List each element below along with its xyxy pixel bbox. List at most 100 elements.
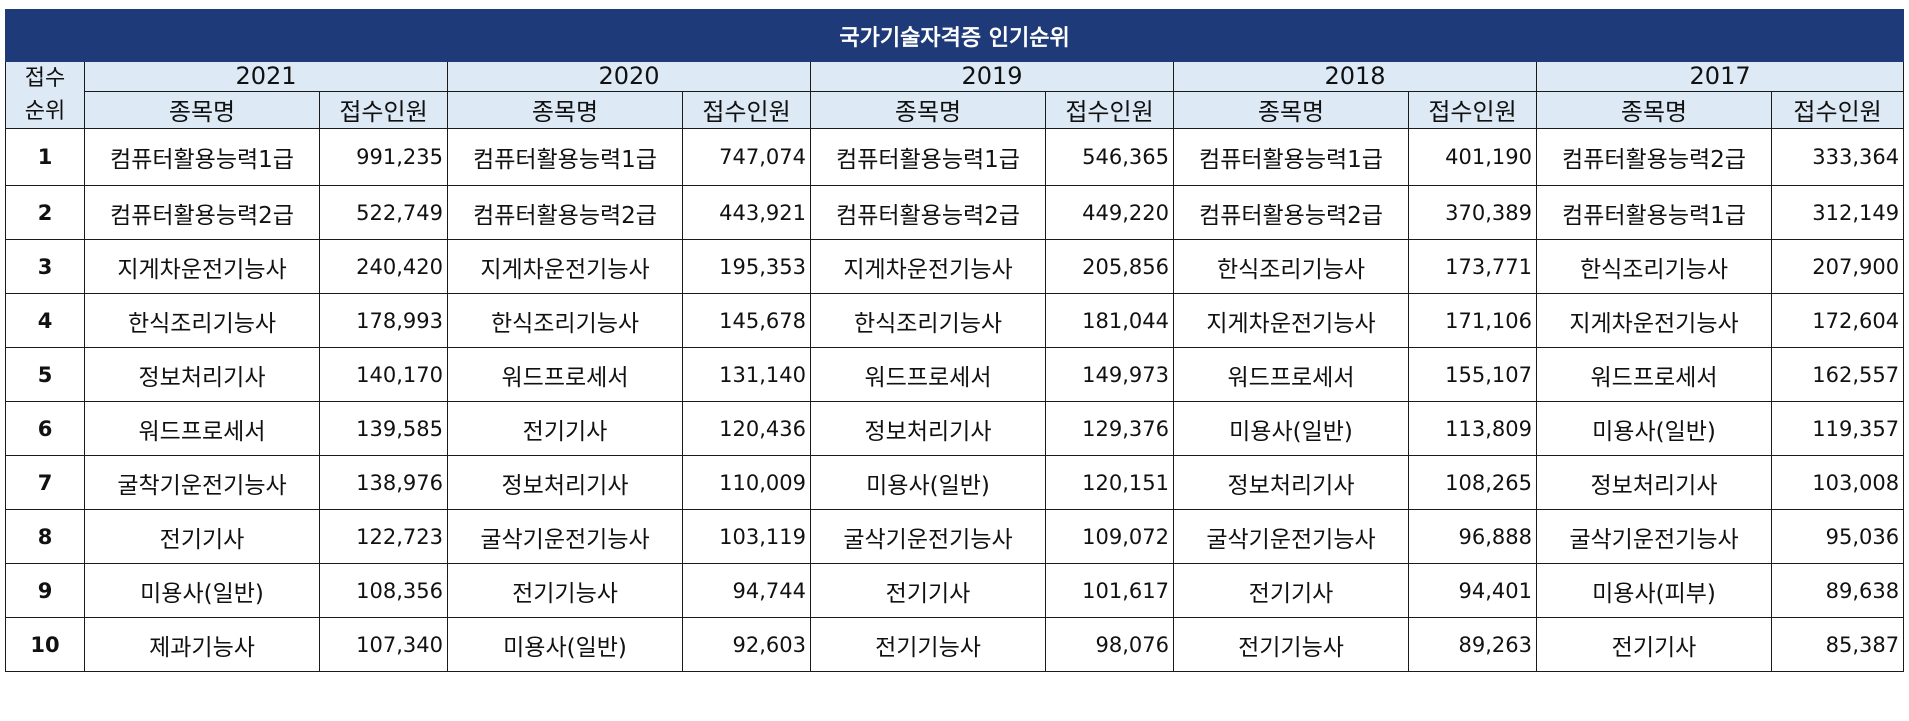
- certification-name-cell: 미용사(일반): [1536, 401, 1772, 456]
- applicant-count-cell: 94,401: [1408, 563, 1537, 618]
- name-column-header: 종목명: [447, 90, 683, 130]
- ranking-table-container: 국가기술자격증 인기순위 접수 순위 2021 2020 2019 2018 2017 …: [4, 9, 1905, 672]
- certification-name-cell: 컴퓨터활용능력1급: [84, 128, 320, 186]
- applicant-count-cell: 178,993: [319, 293, 448, 348]
- applicant-count-cell: 991,235: [319, 128, 448, 186]
- certification-name-cell: 컴퓨터활용능력2급: [84, 185, 320, 240]
- applicant-count-cell: 107,340: [319, 617, 448, 672]
- applicant-count-cell: 108,356: [319, 563, 448, 618]
- certification-ranking-table: 국가기술자격증 인기순위 접수 순위 2021 2020 2019 2018 2017 …: [4, 9, 1905, 672]
- certification-name-cell: 컴퓨터활용능력2급: [447, 185, 683, 240]
- applicant-count-cell: 140,170: [319, 347, 448, 402]
- year-header-2018: 2018: [1173, 61, 1537, 92]
- certification-name-cell: 전기기능사: [447, 563, 683, 618]
- certification-name-cell: 제과기능사: [84, 617, 320, 672]
- rank-cell: 10: [5, 617, 85, 672]
- certification-name-cell: 미용사(일반): [810, 455, 1046, 510]
- rank-cell: 4: [5, 293, 85, 348]
- applicant-count-cell: 122,723: [319, 509, 448, 564]
- certification-name-cell: 컴퓨터활용능력1급: [447, 128, 683, 186]
- applicant-count-cell: 312,149: [1770, 185, 1905, 240]
- applicant-count-cell: 139,585: [319, 401, 448, 456]
- certification-name-cell: 전기기사: [84, 509, 320, 564]
- applicant-count-cell: 195,353: [682, 239, 811, 294]
- applicant-count-cell: 333,364: [1770, 128, 1905, 186]
- applicant-count-cell: 94,744: [682, 563, 811, 618]
- table-title: 국가기술자격증 인기순위: [4, 9, 1905, 62]
- count-column-header: 접수인원: [1770, 90, 1905, 130]
- applicant-count-cell: 370,389: [1408, 185, 1537, 240]
- applicant-count-cell: 85,387: [1770, 617, 1905, 672]
- certification-name-cell: 한식조리기능사: [810, 293, 1046, 348]
- certification-name-cell: 컴퓨터활용능력1급: [810, 128, 1046, 186]
- applicant-count-cell: 546,365: [1045, 128, 1174, 186]
- certification-name-cell: 지게차운전기능사: [1173, 293, 1409, 348]
- certification-name-cell: 미용사(피부): [1536, 563, 1772, 618]
- year-header-2019: 2019: [810, 61, 1174, 92]
- certification-name-cell: 워드프로세서: [84, 401, 320, 456]
- count-column-header: 접수인원: [1408, 90, 1537, 130]
- certification-name-cell: 전기기능사: [810, 617, 1046, 672]
- year-header-2017: 2017: [1535, 61, 1905, 92]
- rank-cell: 1: [5, 128, 85, 186]
- rank-cell: 2: [5, 185, 85, 240]
- applicant-count-cell: 129,376: [1045, 401, 1174, 456]
- table-row: 2 컴퓨터활용능력2급 522,749 컴퓨터활용능력2급 443,921 컴퓨터활용능력…: [5, 185, 1905, 240]
- applicant-count-cell: 92,603: [682, 617, 811, 672]
- applicant-count-cell: 101,617: [1045, 563, 1174, 618]
- name-column-header: 종목명: [1173, 90, 1409, 130]
- certification-name-cell: 굴삭기운전기능사: [810, 509, 1046, 564]
- rank-cell: 5: [5, 347, 85, 402]
- certification-name-cell: 컴퓨터활용능력2급: [810, 185, 1046, 240]
- table-row: 8 전기기사 122,723 굴삭기운전기능사 103,119 굴삭기운전기능사 109,0…: [5, 509, 1905, 564]
- certification-name-cell: 굴삭기운전기능사: [1536, 509, 1772, 564]
- certification-name-cell: 컴퓨터활용능력1급: [1536, 185, 1772, 240]
- certification-name-cell: 정보처리기사: [447, 455, 683, 510]
- applicant-count-cell: 103,119: [682, 509, 811, 564]
- table-row: 9 미용사(일반) 108,356 전기기능사 94,744 전기기사 101,617 전기기…: [5, 563, 1905, 618]
- certification-name-cell: 한식조리기능사: [1536, 239, 1772, 294]
- certification-name-cell: 워드프로세서: [1173, 347, 1409, 402]
- count-column-header: 접수인원: [1045, 90, 1174, 130]
- applicant-count-cell: 449,220: [1045, 185, 1174, 240]
- certification-name-cell: 워드프로세서: [447, 347, 683, 402]
- table-row: 6 워드프로세서 139,585 전기기사 120,436 정보처리기사 129,376 미용…: [5, 401, 1905, 456]
- rank-cell: 9: [5, 563, 85, 618]
- applicant-count-cell: 149,973: [1045, 347, 1174, 402]
- certification-name-cell: 정보처리기사: [1536, 455, 1772, 510]
- table-row: 1 컴퓨터활용능력1급 991,235 컴퓨터활용능력1급 747,074 컴퓨터활용능력…: [5, 128, 1905, 186]
- certification-name-cell: 지게차운전기능사: [84, 239, 320, 294]
- certification-name-cell: 정보처리기사: [84, 347, 320, 402]
- applicant-count-cell: 240,420: [319, 239, 448, 294]
- certification-name-cell: 워드프로세서: [810, 347, 1046, 402]
- rank-cell: 3: [5, 239, 85, 294]
- certification-name-cell: 컴퓨터활용능력1급: [1173, 128, 1409, 186]
- certification-name-cell: 지게차운전기능사: [810, 239, 1046, 294]
- certification-name-cell: 워드프로세서: [1536, 347, 1772, 402]
- certification-name-cell: 컴퓨터활용능력2급: [1536, 128, 1772, 186]
- rank-header-line-2: 순위: [24, 99, 66, 124]
- table-row: 10 제과기능사 107,340 미용사(일반) 92,603 전기기능사 98,076 전기…: [5, 617, 1905, 672]
- certification-name-cell: 굴삭기운전기능사: [1173, 509, 1409, 564]
- applicant-count-cell: 173,771: [1408, 239, 1537, 294]
- name-column-header: 종목명: [1536, 90, 1772, 130]
- count-column-header: 접수인원: [682, 90, 811, 130]
- certification-name-cell: 전기기사: [1173, 563, 1409, 618]
- certification-name-cell: 굴착기운전기능사: [84, 455, 320, 510]
- applicant-count-cell: 207,900: [1770, 239, 1905, 294]
- year-header-2020: 2020: [447, 61, 811, 92]
- rank-column-header: 접수 순위: [5, 61, 85, 129]
- applicant-count-cell: 103,008: [1770, 455, 1905, 510]
- applicant-count-cell: 120,151: [1045, 455, 1174, 510]
- rank-cell: 6: [5, 401, 85, 456]
- certification-name-cell: 미용사(일반): [447, 617, 683, 672]
- rank-cell: 8: [5, 509, 85, 564]
- applicant-count-cell: 205,856: [1045, 239, 1174, 294]
- certification-name-cell: 지게차운전기능사: [447, 239, 683, 294]
- table-row: 7 굴착기운전기능사 138,976 정보처리기사 110,009 미용사(일반) 120,…: [5, 455, 1905, 510]
- applicant-count-cell: 522,749: [319, 185, 448, 240]
- applicant-count-cell: 155,107: [1408, 347, 1537, 402]
- table-body: 1 컴퓨터활용능력1급 991,235 컴퓨터활용능력1급 747,074 컴퓨터활용능력…: [5, 128, 1905, 672]
- certification-name-cell: 정보처리기사: [1173, 455, 1409, 510]
- certification-name-cell: 한식조리기능사: [1173, 239, 1409, 294]
